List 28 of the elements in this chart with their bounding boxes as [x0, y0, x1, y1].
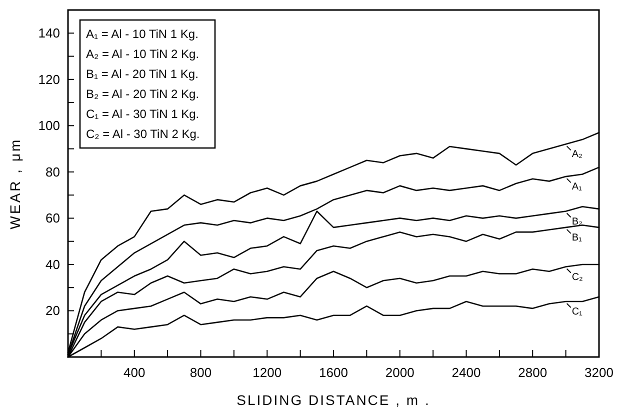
annotation: C₂ = Al - 30 TiN 2 Kg.	[86, 127, 200, 141]
legend-label: C₂	[572, 272, 584, 283]
annotation: B₂ = Al - 20 TiN 2 Kg.	[86, 87, 200, 101]
legend-label: A₁	[572, 182, 582, 193]
y-tick-label: 140	[38, 26, 60, 41]
x-tick-label: 2000	[385, 365, 414, 380]
x-tick-label: 400	[124, 365, 146, 380]
x-tick-label: 2800	[518, 365, 548, 380]
y-tick-label: 80	[46, 164, 60, 180]
annotation: A₁ = Al - 10 TiN 1 Kg.	[86, 27, 198, 41]
legend-label: A₂	[572, 149, 582, 160]
x-tick-label: 800	[190, 365, 212, 380]
x-axis-title: SLIDING DISTANCE , m .	[236, 392, 430, 408]
y-tick-label: 100	[38, 118, 60, 134]
y-tick-label: 120	[38, 72, 60, 87]
y-tick-label: 20	[46, 303, 60, 318]
annotation: B₁ = Al - 20 TiN 1 Kg.	[86, 67, 198, 81]
x-tick-label: 2400	[452, 365, 481, 380]
x-tick-label: 3200	[584, 365, 614, 380]
annotation: C₁ = Al - 30 TiN 1 Kg.	[86, 107, 200, 121]
x-tick-label: 1600	[319, 365, 348, 380]
legend-label: B₁	[572, 232, 582, 244]
y-tick-label: 60	[46, 210, 60, 226]
y-tick-label: 40	[46, 256, 60, 272]
legend-label: C₁	[572, 306, 584, 318]
x-tick-label: 1200	[252, 365, 282, 380]
annotation: A₂ = Al - 10 TiN 2 Kg.	[86, 47, 200, 61]
y-axis-title: WEAR , μm	[7, 138, 23, 230]
